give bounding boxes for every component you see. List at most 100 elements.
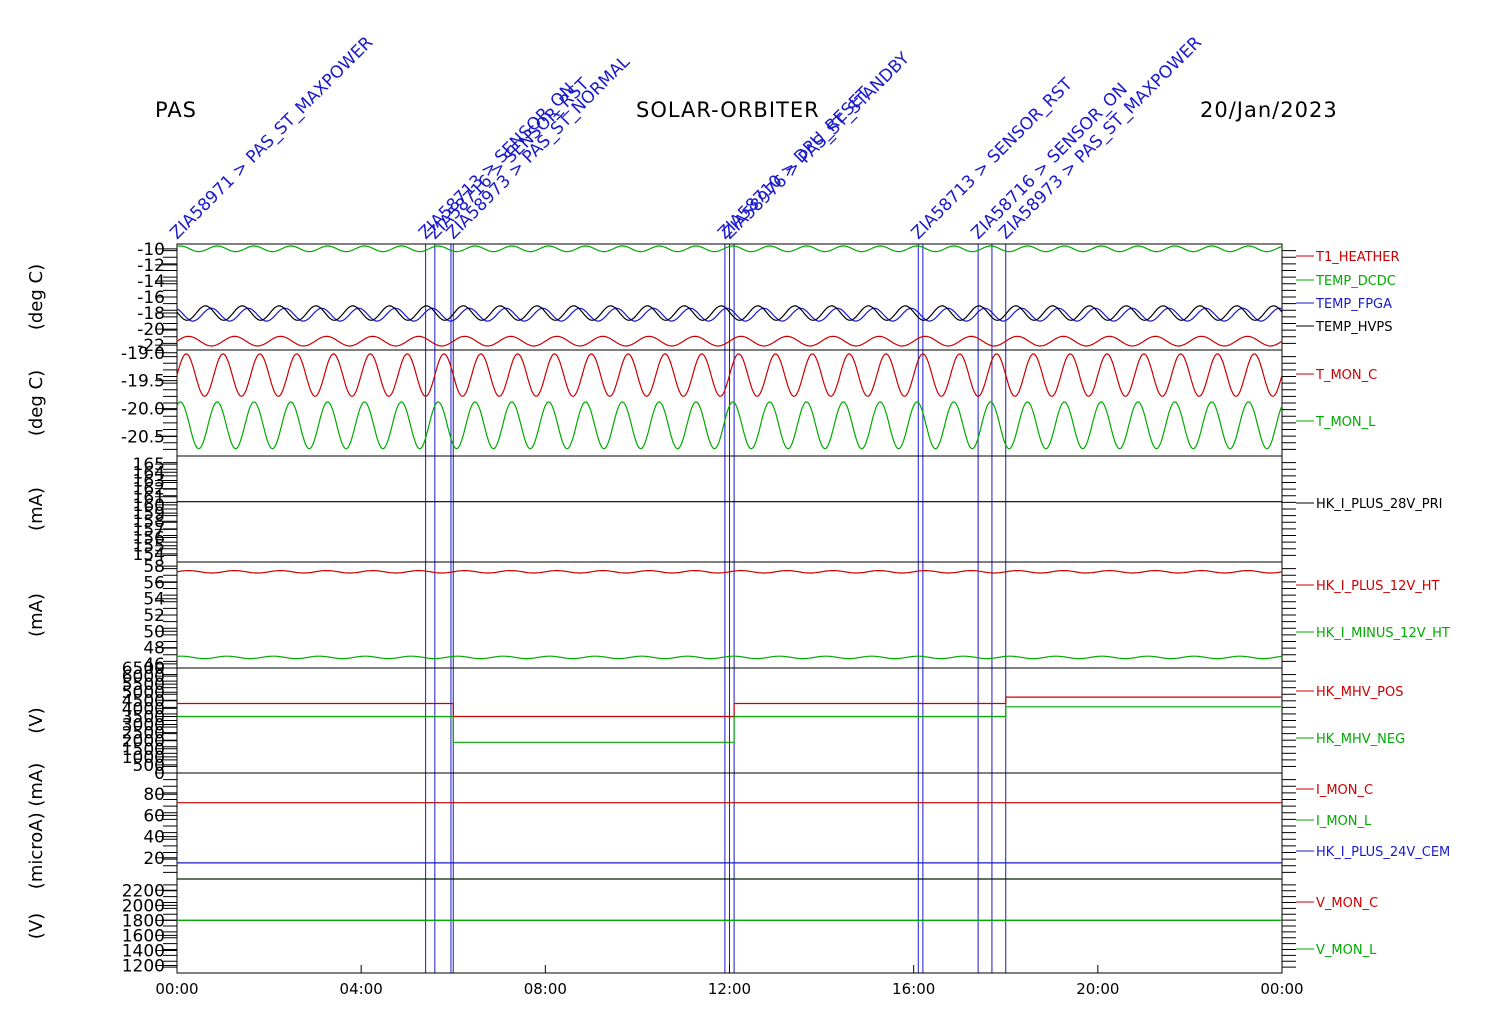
panel-5: 6500600055005000450040003500300025002000… [26,659,1405,784]
y-tick-label: 1000 [122,748,165,768]
x-tick-label: 00:00 [1260,980,1303,998]
y-tick-label: 46 [143,655,165,675]
y-tick-label: 4000 [122,699,165,719]
legend-entry: I_MON_L [1316,814,1372,829]
y-tick-label: 0 [154,764,165,784]
header-date: 20/Jan/2023 [1200,98,1338,122]
series-line-hk-mhv-pos [177,696,1282,718]
y-tick-label: 52 [143,606,165,626]
y-axis-label: (V) [26,913,47,939]
y-tick-label: 3000 [122,716,165,736]
y-tick-label: 20 [143,849,165,869]
y-tick-label: 50 [143,622,165,642]
y-tick-label: 162 [133,480,165,500]
y-axis-label: (deg C) [26,264,47,330]
y-axis-label: (V) [26,707,47,733]
x-tick-label: 12:00 [708,980,751,998]
y-tick-label: 5500 [122,675,165,695]
y-tick-label: 56 [143,573,165,593]
y-tick-label: 163 [133,471,165,491]
legend-entry: HK_I_PLUS_28V_PRI [1316,497,1442,512]
series-line-hk-i-minus-12v-ht [176,655,1283,660]
x-tick-label: 16:00 [892,980,935,998]
x-tick-label: 20:00 [1076,980,1119,998]
y-tick-label: 159 [133,504,165,524]
x-axis: 00:00 04:00 08:00 12:00 16:00 20:00 00:00 [155,965,1304,998]
y-tick-label: 1200 [122,956,165,976]
event-label: ZIA58976 > PAS_ST_STANDBY [719,48,914,243]
x-tick-label: 08:00 [524,980,567,998]
panel-2: -19.0 -19.5 -20.0 -20.5 (deg C) T_MON_C T_MON_… [26,344,1377,457]
y-tick-label: 155 [133,537,165,557]
y-tick-label: 48 [143,639,165,659]
legend-entry: HK_MHV_POS [1316,685,1404,700]
header-instrument: PAS [155,98,197,122]
y-tick-label: -10 [137,240,165,260]
y-tick-label: -12 [137,256,165,276]
series-line-t1-heather [176,335,1283,347]
y-tick-label: 58 [143,557,165,577]
y-tick-label: 4500 [122,691,165,711]
y-tick-label: -19.0 [121,344,165,364]
y-axis-label: (deg C) [26,370,47,436]
y-tick-label: 3500 [122,707,165,727]
legend-entry: I_MON_C [1316,783,1373,798]
y-tick-label: -20.5 [121,427,165,447]
event-label: ZIA58716 > SENSOR_RST [424,74,594,244]
y-tick-label: 40 [143,828,165,848]
y-tick-label: 158 [133,512,165,532]
legend-entry: HK_I_PLUS_12V_HT [1316,579,1440,594]
y-tick-label: 500 [133,756,165,776]
series-line-hk-mhv-neg [177,706,1282,743]
y-tick-label: 2000 [122,732,165,752]
legend-entry: HK_MHV_NEG [1316,732,1405,747]
y-tick-label: -22 [137,336,165,356]
y-tick-label: -16 [137,288,165,308]
panel-group: -10-12-14-16-18-20-22 (deg C) T1_HEATHER TE… [26,240,1450,977]
legend-entry: T1_HEATHER [1315,250,1400,265]
y-tick-label: 1600 [122,926,165,946]
event-annotations: ZIA58971 > PAS_ST_MAXPOWER ZIA58713 > SEN… [166,33,1206,973]
legend-entry: TEMP_FPGA [1315,297,1392,312]
x-tick-label: 04:00 [340,980,383,998]
series-line-t-mon-l [176,401,1283,450]
y-axis-label: (microA) (mA) [26,763,47,889]
legend-entry: TEMP_DCDC [1315,274,1396,289]
y-tick-label: -20 [137,320,165,340]
y-tick-label: 60 [143,806,165,826]
legend-entry: V_MON_L [1316,943,1377,958]
y-tick-label: 2200 [122,881,165,901]
y-tick-label: 1500 [122,740,165,760]
series-line-hk-i-plus-12v-ht [176,570,1283,574]
y-tick-label: 160 [133,496,165,516]
y-tick-label: 80 [143,785,165,805]
legend-entry: V_MON_C [1316,896,1378,911]
y-tick-label: 161 [133,488,165,508]
y-tick-label: 6500 [122,659,165,679]
y-tick-label: -20.0 [121,400,165,420]
y-tick-label: 54 [143,590,165,610]
y-tick-label: -14 [137,272,165,292]
y-tick-label: 157 [133,520,165,540]
event-label: ZIA58971 > PAS_ST_MAXPOWER [166,33,377,244]
event-label: ZIA58973 > PAS_ST_NORMAL [443,52,635,244]
y-axis-label: (mA) [26,593,47,637]
y-tick-label: 2500 [122,724,165,744]
y-tick-label: -19.5 [121,372,165,392]
legend-entry: HK_I_PLUS_24V_CEM [1316,845,1450,860]
y-tick-label: 156 [133,529,165,549]
y-tick-label: 5000 [122,683,165,703]
y-axis-label: (mA) [26,487,47,531]
y-tick-label: 6000 [122,667,165,687]
header-mission: SOLAR-ORBITER [636,98,820,122]
y-tick-label: 1800 [122,911,165,931]
series-line-temp-fpga [176,307,1283,322]
series-line-t-mon-c [176,353,1283,397]
y-tick-label: 154 [133,545,165,565]
legend-entry: TEMP_HVPS [1315,320,1392,335]
